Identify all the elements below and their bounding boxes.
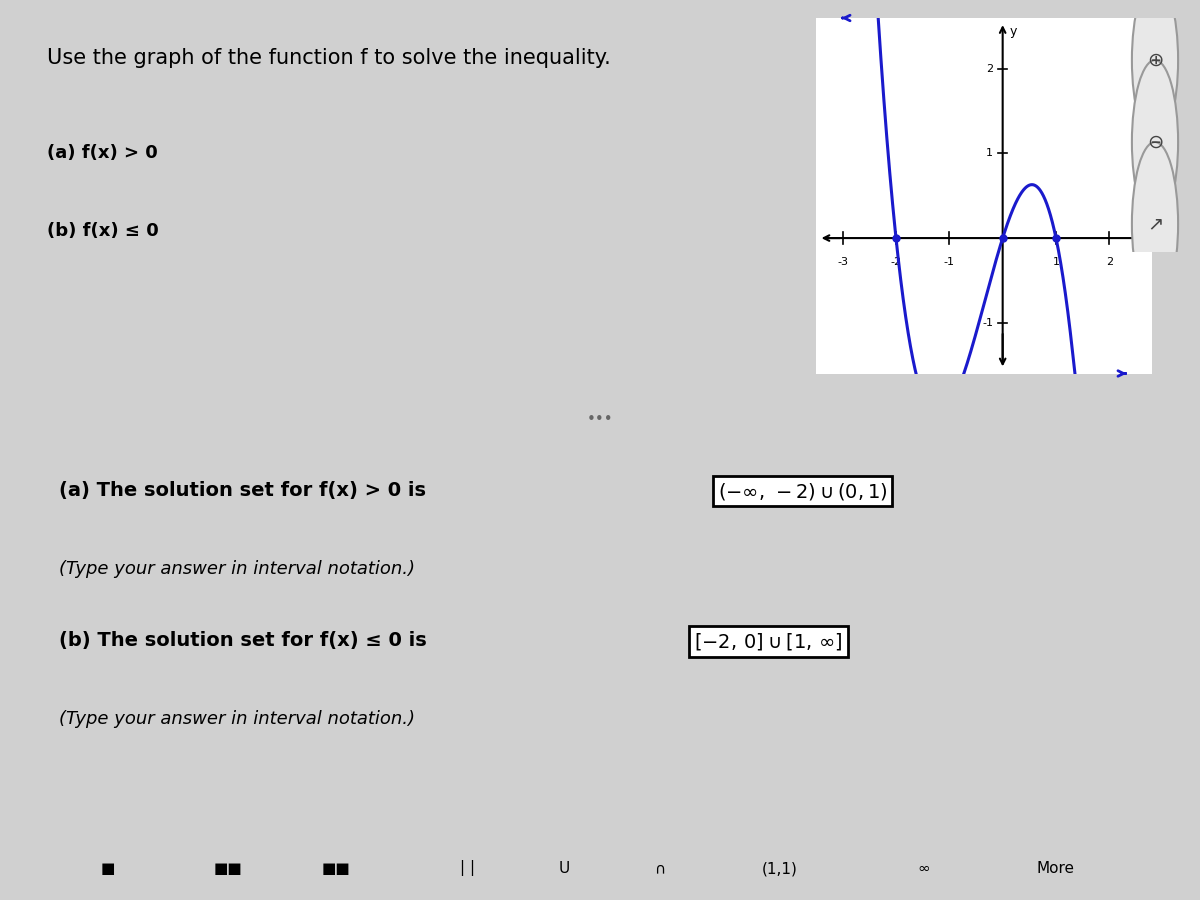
Text: (a) f(x) > 0: (a) f(x) > 0 [47, 144, 158, 162]
Text: ∩: ∩ [654, 861, 666, 876]
Text: $[-2,\,0]\cup[1,\,\infty]$: $[-2,\,0]\cup[1,\,\infty]$ [694, 631, 842, 652]
Text: (Type your answer in interval notation.): (Type your answer in interval notation.) [59, 560, 415, 578]
Text: Use the graph of the function f to solve the inequality.: Use the graph of the function f to solve… [47, 48, 611, 68]
Text: (Type your answer in interval notation.): (Type your answer in interval notation.) [59, 710, 415, 728]
Text: 2: 2 [1105, 256, 1112, 266]
Circle shape [1132, 60, 1178, 224]
Text: y: y [1009, 25, 1016, 38]
Text: 2: 2 [986, 64, 994, 74]
Text: (1,1): (1,1) [762, 861, 798, 876]
Text: ∞: ∞ [918, 861, 930, 876]
Text: U: U [558, 861, 570, 876]
Text: (b) f(x) ≤ 0: (b) f(x) ≤ 0 [47, 221, 160, 239]
Text: 1: 1 [1052, 256, 1060, 266]
Text: (a) The solution set for f(x) > 0 is: (a) The solution set for f(x) > 0 is [59, 481, 433, 500]
Text: x: x [1140, 214, 1147, 227]
Text: 1: 1 [986, 148, 994, 158]
Text: (b) The solution set for f(x) ≤ 0 is: (b) The solution set for f(x) ≤ 0 is [59, 631, 433, 650]
Circle shape [1132, 142, 1178, 306]
Text: ↗: ↗ [1147, 214, 1163, 233]
Text: ⊖: ⊖ [1147, 132, 1163, 151]
Text: ■: ■ [101, 861, 115, 876]
Text: -2: -2 [890, 256, 901, 266]
Text: -1: -1 [944, 256, 955, 266]
Text: •••: ••• [587, 412, 613, 427]
Text: ■■: ■■ [214, 861, 242, 876]
Text: -1: -1 [982, 318, 994, 328]
Text: ⊕: ⊕ [1147, 50, 1163, 69]
Circle shape [1132, 0, 1178, 142]
Text: $(-\infty,\,-2)\cup(0,1)$: $(-\infty,\,-2)\cup(0,1)$ [718, 481, 887, 501]
Text: More: More [1037, 861, 1075, 876]
Text: | |: | | [461, 860, 475, 877]
Text: ■■: ■■ [322, 861, 350, 876]
Text: -3: -3 [838, 256, 848, 266]
